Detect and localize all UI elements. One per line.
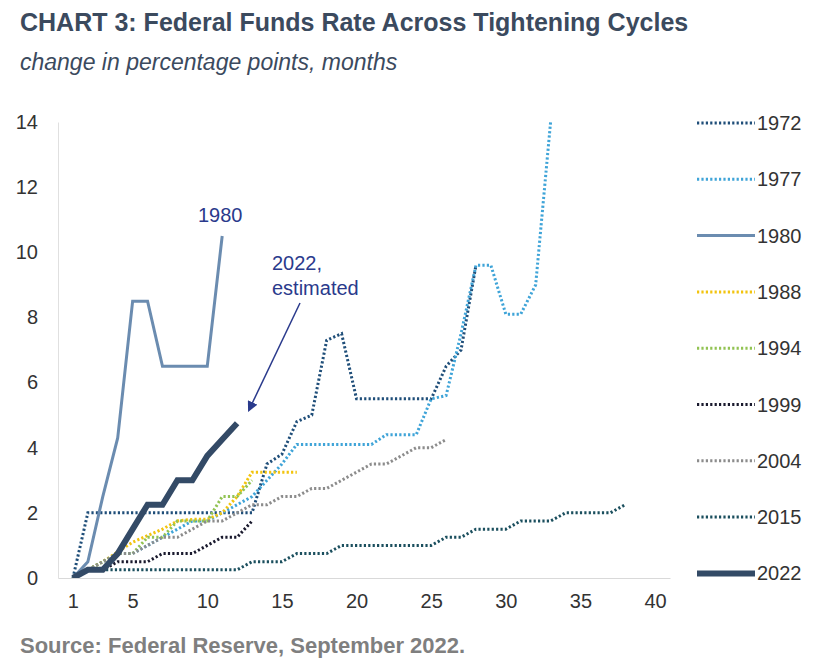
legend-swatch <box>697 234 755 237</box>
legend-swatch <box>697 516 755 519</box>
legend-swatch <box>697 290 755 293</box>
series-line <box>73 236 222 578</box>
y-tick: 0 <box>27 567 58 589</box>
y-tick-label: 2 <box>27 502 38 524</box>
legend-swatch <box>697 122 755 125</box>
title: CHART 3: Federal Funds Rate Across Tight… <box>20 8 688 36</box>
y-tick: 8 <box>27 306 58 328</box>
x-tick-label: 40 <box>644 590 666 612</box>
x-tick-label: 35 <box>570 590 592 612</box>
series-line <box>73 480 252 578</box>
legend-label: 2015 <box>757 506 802 528</box>
annotation: 2022, <box>272 252 322 274</box>
y-tick: 2 <box>27 502 58 524</box>
legend-label: 2004 <box>757 450 802 472</box>
subtitle: change in percentage points, months <box>20 49 398 75</box>
legend: 1972 1977 1980 1988 1994 1999 2004 2015 2022 <box>697 112 802 584</box>
y-tick-label: 4 <box>27 437 38 459</box>
series-line <box>73 440 446 578</box>
legend-swatch <box>697 178 755 181</box>
x-tick: 5 <box>128 578 139 612</box>
y-tick-label: 12 <box>16 176 38 198</box>
x-tick-label: 30 <box>495 590 517 612</box>
series-line <box>73 505 625 578</box>
legend-label: 1994 <box>757 337 802 359</box>
legend-label: 1988 <box>757 281 802 303</box>
y-tick-label: 8 <box>27 306 38 328</box>
y-tick: 12 <box>16 176 58 198</box>
series-line <box>73 265 476 578</box>
annotation: 1980 <box>198 204 243 226</box>
y-tick: 4 <box>27 437 58 459</box>
y-tick-label: 10 <box>16 241 38 263</box>
y-tick-label: 0 <box>27 567 38 589</box>
x-tick-label: 25 <box>421 590 443 612</box>
x-tick-label: 1 <box>68 590 79 612</box>
legend-swatch <box>697 347 755 350</box>
x-tick: 15 <box>271 578 293 612</box>
x-tick: 10 <box>197 578 219 612</box>
x-tick-label: 5 <box>128 590 139 612</box>
legend-label: 1977 <box>757 168 802 190</box>
x-tick: 20 <box>346 578 368 612</box>
annotations: 1980 2022, estimated <box>198 204 359 410</box>
x-tick: 40 <box>644 578 666 612</box>
x-tick: 1 <box>68 578 79 612</box>
legend-swatch <box>697 403 755 406</box>
y-tick-label: 14 <box>16 111 38 133</box>
y-axis: 0 2 4 6 8 10 12 14 <box>16 111 59 589</box>
y-axis-line <box>58 123 59 579</box>
y-tick: 10 <box>16 241 58 263</box>
x-tick-label: 15 <box>271 590 293 612</box>
x-tick: 30 <box>495 578 517 612</box>
legend-label: 1980 <box>757 225 802 247</box>
legend-label: 1999 <box>757 394 802 416</box>
series-line <box>73 423 237 578</box>
annotation-arrow <box>249 303 300 410</box>
source: Source: Federal Reserve, September 2022. <box>20 633 465 658</box>
x-tick: 25 <box>421 578 443 612</box>
y-tick: 14 <box>16 111 58 133</box>
x-tick: 35 <box>570 578 592 612</box>
annotation: estimated <box>272 277 359 299</box>
legend-swatch <box>697 459 755 462</box>
series-line <box>73 122 551 578</box>
y-tick: 6 <box>27 371 58 393</box>
legend-swatch <box>697 570 755 576</box>
y-tick-label: 6 <box>27 371 38 393</box>
legend-label: 1972 <box>757 112 802 134</box>
legend-label: 2022 <box>757 562 802 584</box>
x-axis: 1510152025303540 <box>59 578 671 612</box>
chart: CHART 3: Federal Funds Rate Across Tight… <box>0 0 834 665</box>
x-tick-label: 10 <box>197 590 219 612</box>
x-tick-label: 20 <box>346 590 368 612</box>
plot-area <box>73 122 625 578</box>
x-axis-line <box>59 578 671 579</box>
